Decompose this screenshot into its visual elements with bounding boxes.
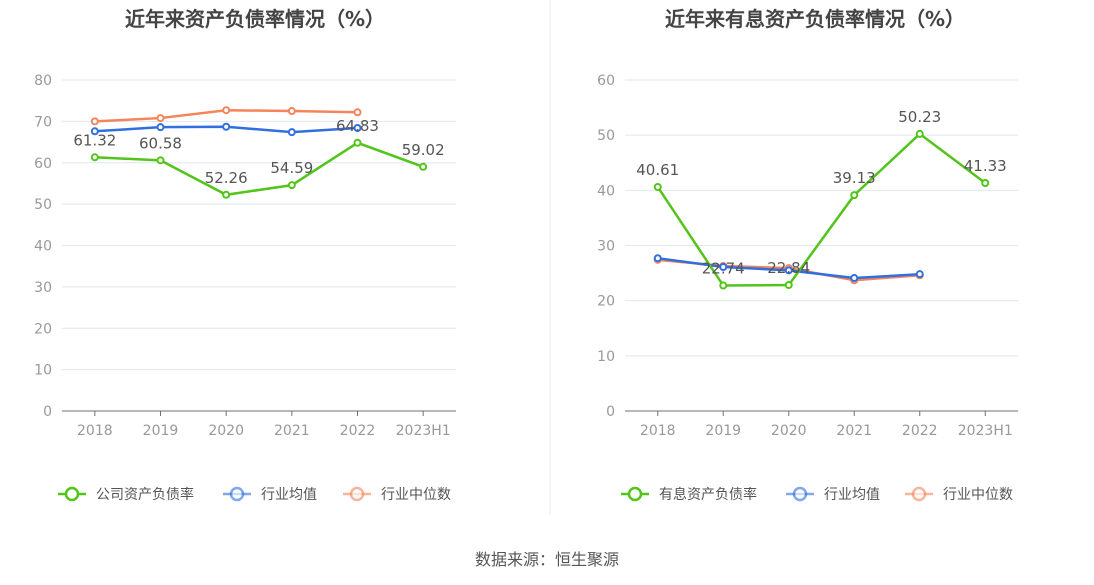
data-label: 39.13 (833, 169, 876, 187)
x-tick-label: 2021 (274, 423, 310, 439)
data-label: 59.02 (402, 141, 445, 159)
y-tick-label: 60 (34, 156, 52, 172)
data-point (156, 123, 165, 132)
data-label: 22.74 (702, 260, 745, 278)
x-tick-label: 2021 (836, 423, 872, 439)
legend-item-label[interactable]: 公司资产负债率 (96, 486, 194, 503)
x-tick-label: 2019 (705, 423, 741, 439)
legend-item-marker-icon[interactable] (627, 486, 643, 502)
legend-item-label[interactable]: 行业中位数 (943, 487, 1013, 503)
y-tick-label: 50 (34, 197, 52, 213)
data-label: 61.32 (73, 131, 116, 149)
legend-item-marker-icon[interactable] (229, 486, 245, 502)
source-note: 数据来源：恒生聚源 (474, 550, 619, 569)
x-tick-label: 2019 (143, 423, 179, 439)
data-point (981, 178, 990, 187)
x-tick-label: 2018 (77, 423, 113, 439)
data-point (90, 117, 99, 126)
data-point (353, 108, 362, 117)
data-point (850, 191, 859, 200)
series-line (94, 141, 424, 197)
data-point (653, 182, 662, 191)
legend-item-label[interactable]: 行业均值 (261, 487, 317, 503)
data-point (419, 162, 428, 171)
data-point (287, 128, 296, 137)
data-point (719, 281, 728, 290)
legend-item-label[interactable]: 行业均值 (824, 487, 880, 503)
data-point (719, 263, 728, 272)
data-label: 64.83 (336, 117, 379, 135)
chart-title: 近年来资产负债率情况（%） (125, 7, 385, 31)
data-label: 54.59 (270, 159, 313, 177)
legend-item-label[interactable]: 行业中位数 (381, 487, 451, 503)
data-point (222, 106, 231, 115)
data-point (156, 114, 165, 123)
series-line (656, 132, 986, 287)
data-point (353, 123, 362, 132)
y-tick-label: 30 (34, 280, 52, 296)
y-tick-label: 50 (597, 128, 615, 144)
data-point (90, 127, 99, 136)
y-tick-label: 10 (34, 363, 52, 379)
chart-title: 近年来有息资产负债率情况（%） (665, 7, 965, 31)
legend-item-marker-icon[interactable] (349, 486, 365, 502)
data-label: 41.33 (964, 157, 1007, 175)
data-point (222, 122, 231, 131)
data-point (653, 254, 662, 263)
legend-item-marker-icon[interactable] (911, 486, 927, 502)
y-tick-label: 10 (597, 349, 615, 365)
x-tick-label: 2020 (771, 423, 807, 439)
data-point (90, 153, 99, 162)
data-point (850, 274, 859, 283)
data-point (222, 190, 231, 199)
data-point (784, 280, 793, 289)
data-label: 22.84 (767, 259, 810, 277)
legend-item-marker-icon[interactable] (64, 486, 80, 502)
data-label: 52.26 (205, 169, 248, 187)
data-point (915, 129, 924, 138)
data-label: 50.23 (898, 108, 941, 126)
y-tick-label: 0 (43, 404, 52, 420)
x-tick-label: 2018 (640, 423, 676, 439)
y-tick-label: 20 (597, 294, 615, 310)
x-tick-label: 2022 (340, 423, 376, 439)
data-point (287, 181, 296, 190)
data-point (784, 266, 793, 275)
y-tick-label: 40 (597, 183, 615, 199)
x-tick-label: 2023H1 (958, 423, 1013, 439)
y-tick-label: 60 (597, 73, 615, 89)
legend-item-label[interactable]: 有息资产负债率 (659, 486, 757, 503)
data-point (156, 156, 165, 165)
data-point (287, 107, 296, 116)
data-label: 60.58 (139, 134, 182, 152)
y-tick-label: 20 (34, 321, 52, 337)
x-tick-label: 2022 (902, 423, 938, 439)
data-point (915, 270, 924, 279)
y-tick-label: 30 (597, 239, 615, 255)
x-tick-label: 2020 (208, 423, 244, 439)
x-tick-label: 2023H1 (396, 423, 451, 439)
y-tick-label: 80 (34, 73, 52, 89)
y-tick-label: 40 (34, 239, 52, 255)
data-point (353, 138, 362, 147)
y-tick-label: 0 (606, 404, 615, 420)
legend-item-marker-icon[interactable] (792, 486, 808, 502)
y-tick-label: 70 (34, 114, 52, 130)
data-label: 40.61 (636, 161, 679, 179)
